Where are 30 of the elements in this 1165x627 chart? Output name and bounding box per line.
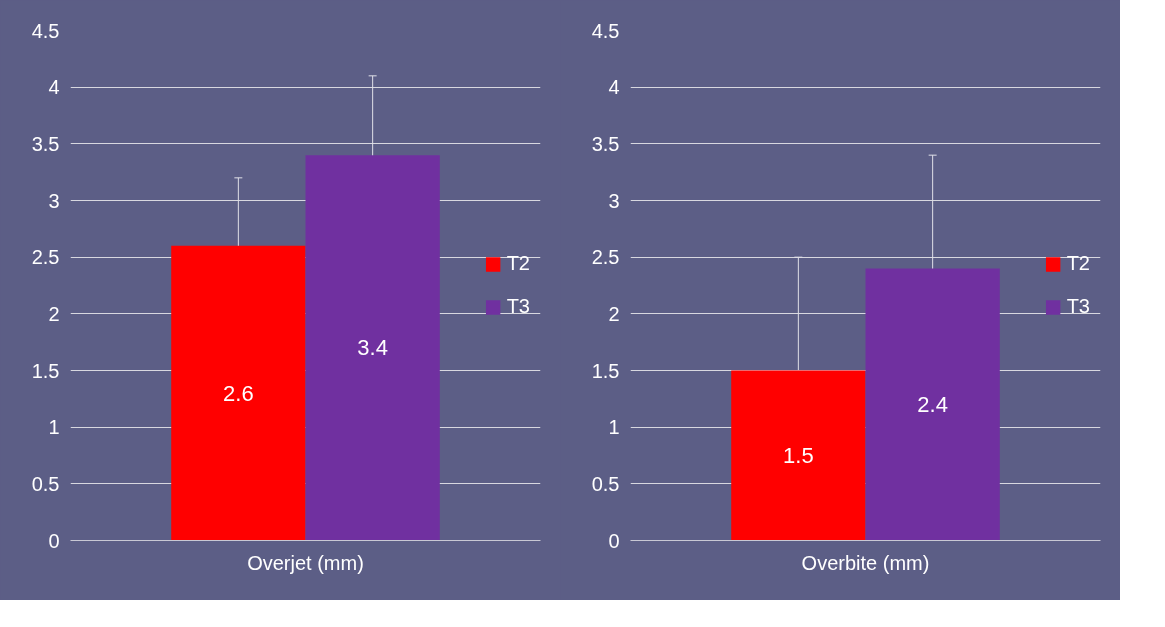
y-tick-label: 4.5	[591, 19, 620, 42]
y-tick-label: 3.5	[31, 132, 60, 155]
y-tick-label: 4	[48, 76, 60, 99]
legend-label: T2	[1066, 252, 1090, 275]
y-tick-label: 1	[608, 416, 620, 439]
y-tick-label: 1	[48, 416, 60, 439]
y-tick-label: 2	[48, 302, 60, 325]
y-tick-label: 0	[48, 529, 60, 552]
y-tick-label: 0	[608, 529, 620, 552]
y-tick-label: 3	[48, 189, 60, 212]
data-label: 2.6	[223, 380, 254, 406]
data-label: 2.4	[917, 392, 948, 417]
y-tick-label: 0.5	[591, 472, 620, 495]
y-tick-label: 2	[608, 302, 620, 325]
y-tick-label: 2.5	[31, 246, 60, 269]
data-label: 1.5	[783, 443, 814, 468]
y-tick-label: 4	[608, 76, 620, 99]
legend-label: T3	[506, 295, 530, 318]
y-tick-label: 1.5	[591, 359, 620, 382]
y-tick-label: 3	[608, 189, 620, 212]
y-tick-label: 2.5	[591, 246, 620, 269]
legend-label: T3	[1066, 295, 1090, 318]
y-tick-label: 0.5	[31, 472, 60, 495]
y-tick-label: 4.5	[31, 19, 60, 42]
x-tick-label: Overjet (mm)	[247, 551, 364, 574]
x-tick-label: Overbite (mm)	[801, 551, 930, 574]
legend-label: T2	[506, 252, 530, 275]
data-label: 3.4	[357, 335, 388, 361]
y-tick-label: 3.5	[591, 132, 620, 155]
y-tick-label: 1.5	[31, 359, 60, 382]
